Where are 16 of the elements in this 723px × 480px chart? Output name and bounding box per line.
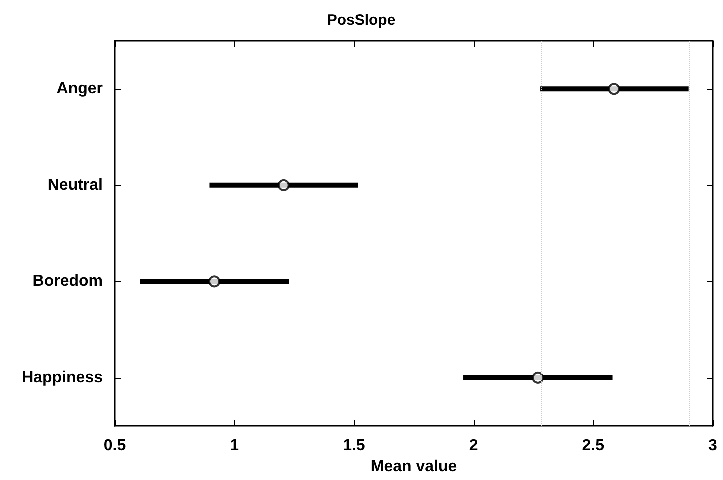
y-tick-label: Neutral bbox=[48, 176, 103, 194]
point bbox=[532, 372, 544, 384]
y-tick-label: Boredom bbox=[32, 273, 103, 290]
x-tick-label: 3 bbox=[708, 438, 718, 455]
x-tick-label: 2.5 bbox=[582, 438, 605, 455]
chart-title: PosSlope bbox=[327, 12, 396, 29]
y-tick-label: Happiness bbox=[22, 369, 104, 386]
x-axis-title: Mean value bbox=[370, 458, 458, 476]
point bbox=[608, 83, 620, 96]
x-tick-label: 2 bbox=[469, 438, 478, 455]
x-tick-label: 1.5 bbox=[343, 438, 366, 455]
y-tick-label: Anger bbox=[56, 80, 103, 98]
point bbox=[278, 179, 290, 192]
x-tick-label: 0.5 bbox=[104, 438, 126, 455]
point bbox=[208, 276, 221, 288]
x-tick-label: 1 bbox=[230, 438, 240, 455]
